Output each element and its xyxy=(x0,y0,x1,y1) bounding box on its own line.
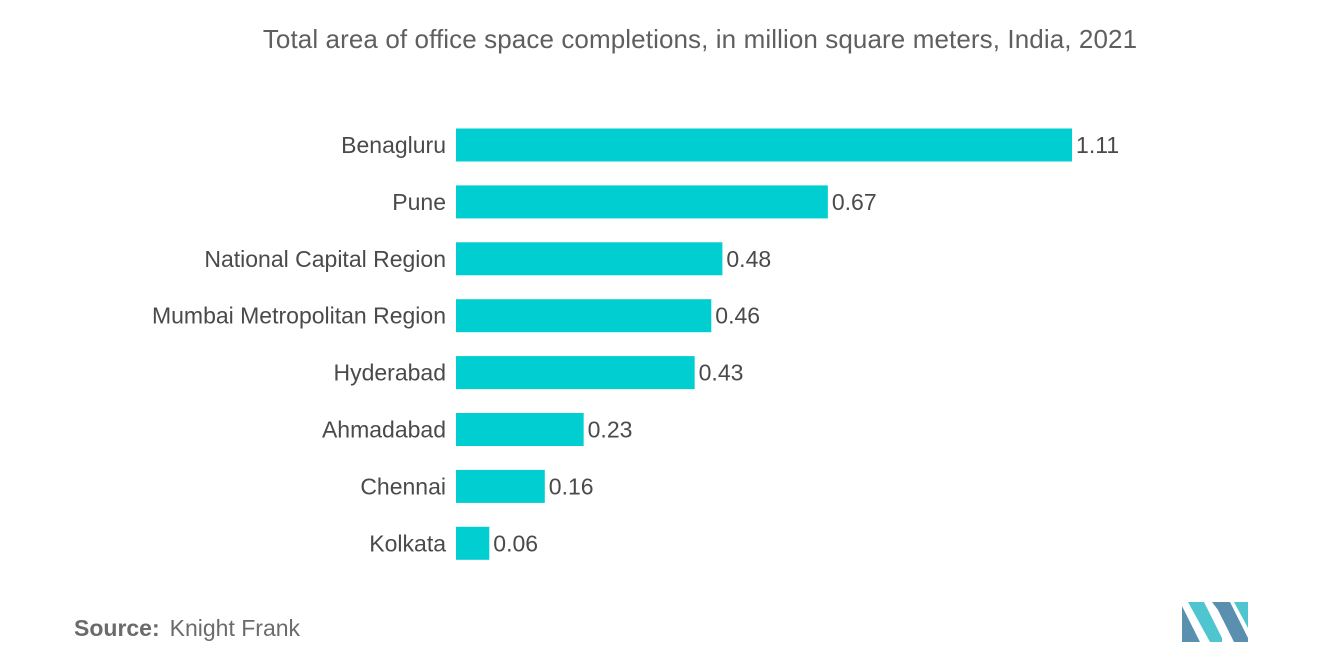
bar xyxy=(456,469,545,503)
bars-group xyxy=(456,128,1073,560)
logo-mid-shape xyxy=(1188,602,1222,642)
value-label: 0.43 xyxy=(699,360,744,386)
category-label: National Capital Region xyxy=(204,246,446,272)
value-label: 0.16 xyxy=(549,473,594,499)
logo-right-shape xyxy=(1212,602,1248,642)
value-labels-group: 1.11 0.67 0.48 0.46 0.43 0.23 0.16 0.06 xyxy=(493,132,1119,556)
category-labels-group: Benagluru Pune National Capital Region Mumb… xyxy=(152,132,446,556)
value-label: 0.06 xyxy=(493,530,538,556)
bar xyxy=(456,526,490,560)
category-label: Ahmadabad xyxy=(322,417,446,443)
value-label: 0.46 xyxy=(715,303,760,329)
category-label: Pune xyxy=(392,189,446,215)
value-label: 0.23 xyxy=(588,417,633,443)
category-label: Benagluru xyxy=(341,132,446,158)
bar xyxy=(456,128,1073,162)
chart-svg: Benagluru Pune National Capital Region Mumb… xyxy=(152,128,1119,560)
bar xyxy=(456,356,695,390)
chart-title: Total area of office space completions, … xyxy=(262,24,1138,54)
source-text: Knight Frank xyxy=(169,615,301,641)
value-label: 1.11 xyxy=(1076,132,1119,158)
category-label: Kolkata xyxy=(369,530,446,556)
bar xyxy=(456,242,723,276)
bar xyxy=(456,185,828,219)
category-label: Hyderabad xyxy=(333,360,446,386)
logo-right-bar xyxy=(1234,602,1248,628)
category-label: Chennai xyxy=(360,473,446,499)
mordor-logo-icon xyxy=(1182,602,1248,642)
bar xyxy=(456,299,712,333)
value-label: 0.48 xyxy=(726,246,771,272)
source-label: Source: xyxy=(74,615,160,641)
source-line: Source: Knight Frank xyxy=(74,615,300,642)
bar xyxy=(456,413,584,446)
category-label: Mumbai Metropolitan Region xyxy=(152,303,446,329)
logo-left-shape xyxy=(1182,606,1200,642)
value-label: 0.67 xyxy=(832,189,877,215)
